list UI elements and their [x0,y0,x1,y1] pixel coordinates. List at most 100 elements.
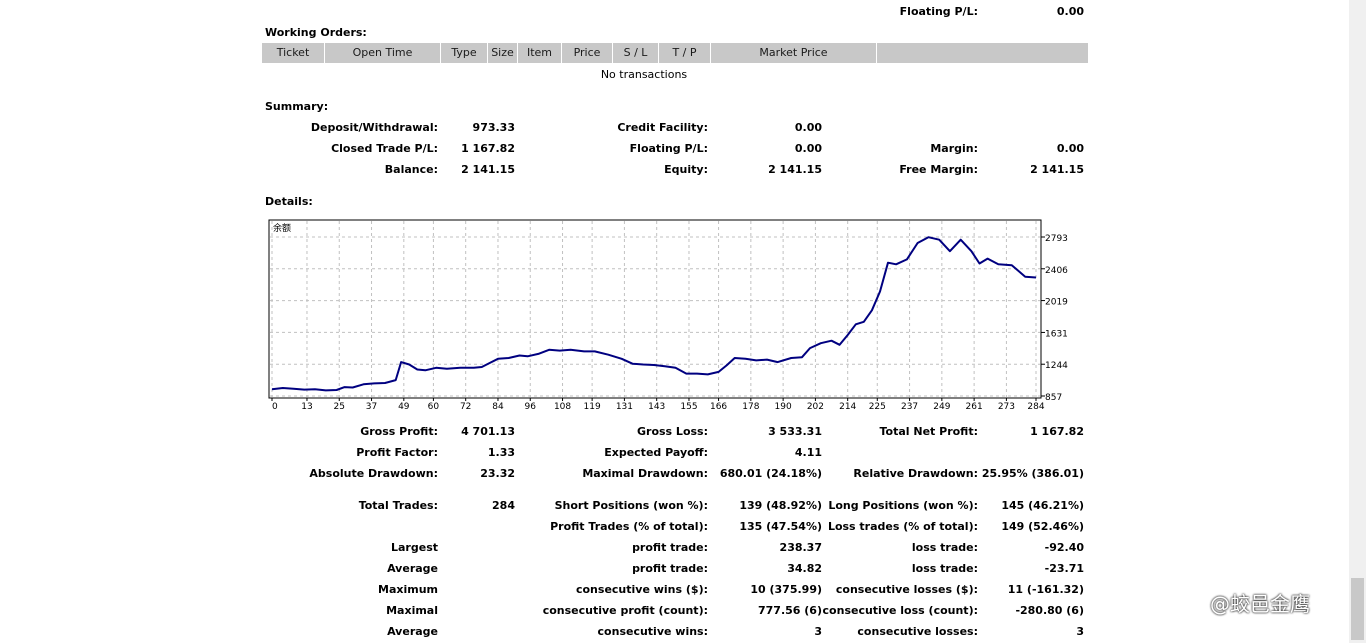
expected-payoff-label: Expected Payoff: [604,446,708,459]
x-tick-label: 119 [584,402,601,412]
maximal-label: Maximal [386,604,438,617]
avg-wins-label: consecutive wins: [597,625,708,638]
max-drawdown-label: Maximal Drawdown: [582,467,708,480]
x-tick-label: 25 [334,402,345,412]
maximal-profit-value: 777.56 (6) [758,604,822,617]
x-tick-label: 249 [933,402,950,412]
x-tick-label: 225 [869,402,886,412]
x-tick-label: 13 [301,402,312,412]
x-tick-label: 190 [775,402,792,412]
col-market-price: Market Price [759,46,828,59]
x-tick-label: 37 [366,402,377,412]
balance-label: Balance: [384,163,438,176]
credit-value: 0.00 [794,121,822,134]
rel-drawdown-value: 25.95% (386.01) [981,467,1084,480]
balance-series-line [271,236,1037,392]
maximum-label: Maximum [378,583,438,596]
summary-floating-value: 0.00 [794,142,822,155]
maximal-profit-label: consecutive profit (count): [542,604,708,617]
top-floating-label: Floating P/L: [899,5,978,18]
abs-drawdown-label: Absolute Drawdown: [309,467,438,480]
equity-label: Equity: [664,163,708,176]
col-item: Item [526,46,553,59]
average-profit-value: 34.82 [787,562,822,575]
working-orders-header: Ticket Open Time Type Size Item Price S … [262,43,1088,63]
avg-losses-label: consecutive losses: [857,625,978,638]
deposit-label: Deposit/Withdrawal: [310,121,438,134]
profit-trades-value: 135 (47.54%) [739,520,822,533]
avg-losses-value: 3 [1076,625,1084,638]
max-drawdown-value: 680.01 (24.18%) [719,467,822,480]
balance-chart: 857 1244 1631 2019 2406 2793 0 13 25 37 49 60 72 84 9… [268,219,1068,412]
vertical-scrollbar[interactable] [1349,0,1366,643]
maximal-loss-value: -280.80 (6) [1015,604,1084,617]
equity-value: 2 141.15 [768,163,822,176]
x-tick-label: 131 [616,402,633,412]
x-tick-label: 284 [1027,402,1044,412]
average2-label: Average [387,625,438,638]
watermark: @蛟邑金鹰 [1210,592,1310,616]
average-loss-label: loss trade: [911,562,978,575]
x-tick-label: 214 [839,402,856,412]
max-wins-label: consecutive wins ($): [575,583,708,596]
x-tick-label: 261 [966,402,983,412]
x-tick-label: 96 [525,402,537,412]
long-positions-label: Long Positions (won %): [828,499,978,512]
col-open-time: Open Time [352,46,413,59]
x-tick-label: 155 [680,402,697,412]
y-tick-label: 2019 [1045,298,1068,308]
x-tick-label: 178 [742,402,759,412]
y-tick-label: 2406 [1045,266,1068,276]
average-profit-label: profit trade: [632,562,708,575]
x-tick-label: 0 [272,402,278,412]
chart-title: 余额 [273,222,291,234]
largest-profit-value: 238.37 [779,541,822,554]
col-blank [877,43,1088,63]
col-sl: S / L [623,46,648,59]
max-losses-value: 11 (-161.32) [1007,583,1084,596]
y-tick-label: 857 [1045,393,1062,403]
free-margin-value: 2 141.15 [1030,163,1084,176]
col-price: Price [573,46,601,59]
scrollbar-thumb[interactable] [1351,578,1364,640]
x-tick-label: 72 [460,402,471,412]
details-title: Details: [265,195,313,208]
gross-profit-label: Gross Profit: [360,425,438,438]
loss-trades-value: 149 (52.46%) [1001,520,1084,533]
x-tick-label: 202 [807,402,824,412]
x-tick-label: 143 [648,402,665,412]
summary-floating-label: Floating P/L: [629,142,708,155]
chart-frame [268,219,1042,399]
closed-pl-value: 1 167.82 [461,142,515,155]
col-size: Size [491,46,514,59]
y-tick-label: 2793 [1045,234,1068,244]
gross-profit-value: 4 701.13 [461,425,515,438]
rel-drawdown-label: Relative Drawdown: [853,467,978,480]
gross-loss-value: 3 533.31 [768,425,822,438]
profit-factor-value: 1.33 [487,446,515,459]
x-tick-label: 108 [554,402,571,412]
max-wins-value: 10 (375.99) [750,583,822,596]
x-tick-label: 273 [998,402,1015,412]
col-tp: T / P [672,46,697,59]
short-positions-label: Short Positions (won %): [554,499,708,512]
balance-value: 2 141.15 [461,163,515,176]
loss-trades-label: Loss trades (% of total): [827,520,978,533]
abs-drawdown-value: 23.32 [480,467,515,480]
y-tick-label: 1631 [1045,329,1068,339]
long-positions-value: 145 (46.21%) [1001,499,1084,512]
col-type: Type [451,46,477,59]
largest-loss-value: -92.40 [1044,541,1084,554]
total-net-value: 1 167.82 [1030,425,1084,438]
no-transactions: No transactions [600,68,688,81]
average-label: Average [387,562,438,575]
largest-profit-label: profit trade: [632,541,708,554]
total-net-label: Total Net Profit: [879,425,979,438]
free-margin-label: Free Margin: [899,163,978,176]
largest-loss-label: loss trade: [911,541,978,554]
working-orders-title: Working Orders: [265,26,367,39]
largest-label: Largest [391,541,438,554]
col-ticket: Ticket [276,46,310,59]
x-tick-label: 237 [901,402,918,412]
credit-label: Credit Facility: [617,121,708,134]
